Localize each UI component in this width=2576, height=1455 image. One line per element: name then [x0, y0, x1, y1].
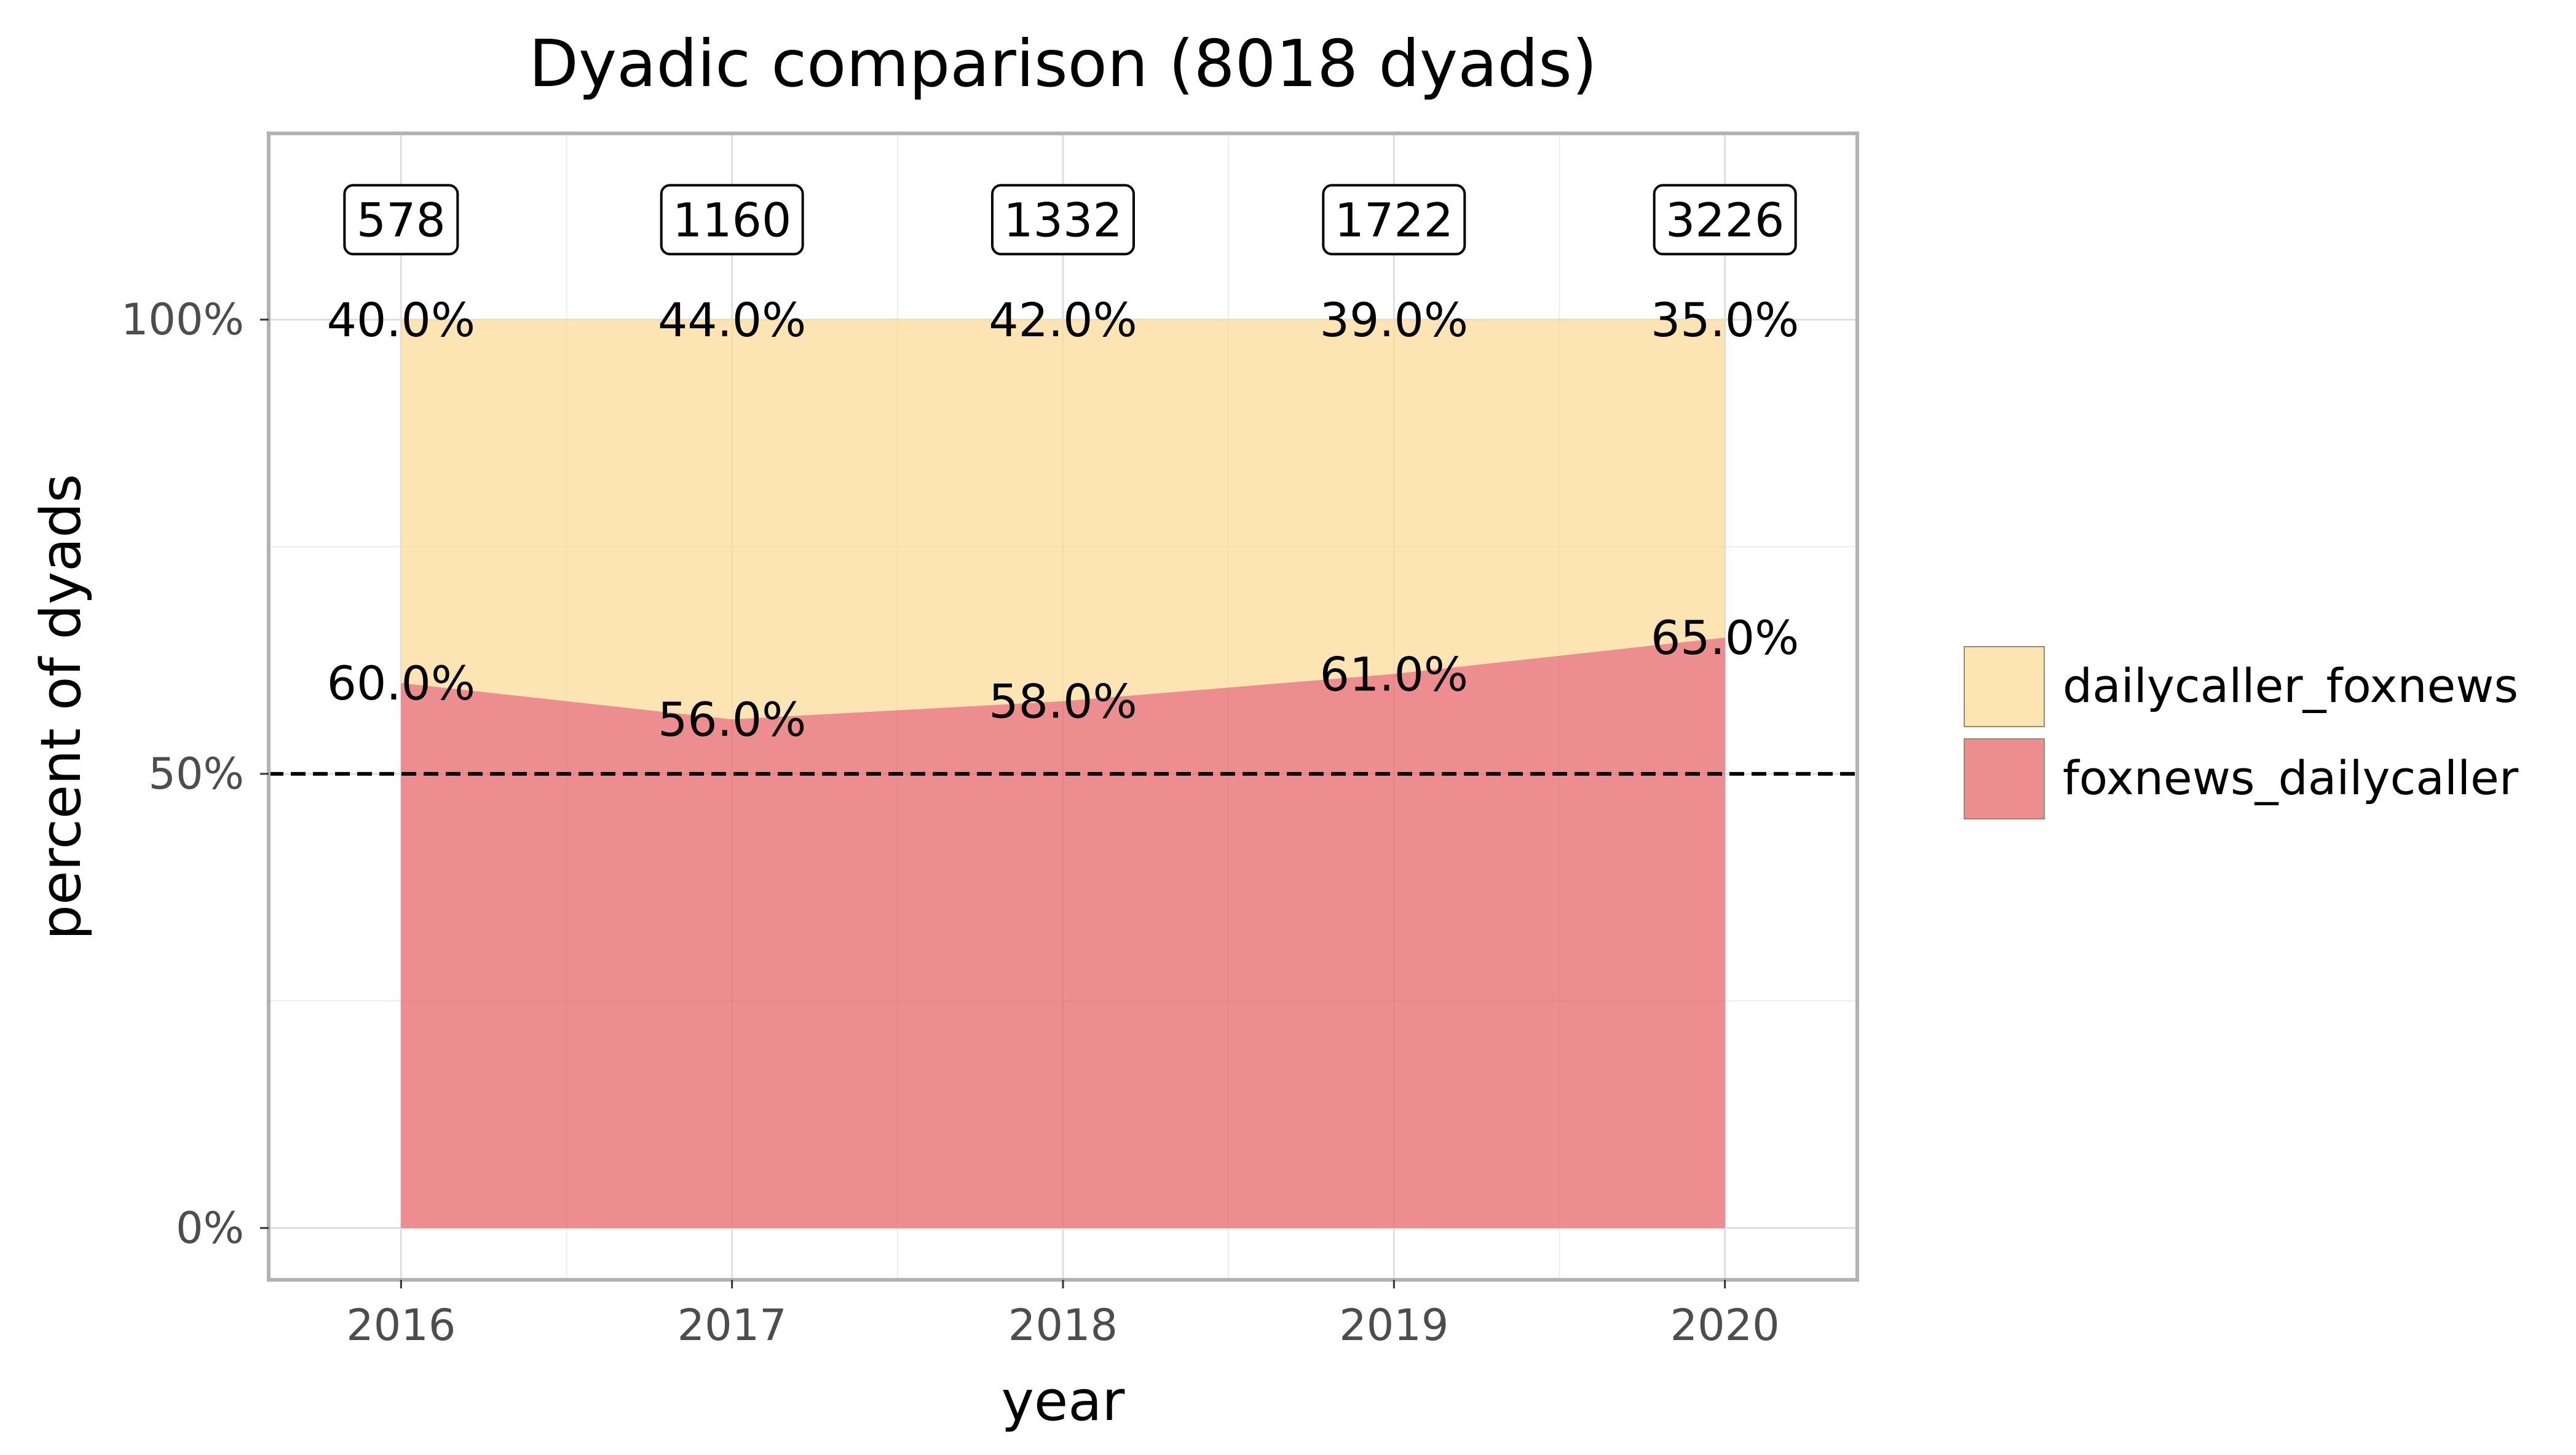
value-label: 61.0% — [1320, 647, 1468, 701]
legend-swatch — [1964, 738, 2045, 819]
x-tick-label: 2017 — [678, 1300, 787, 1351]
count-label: 578 — [343, 184, 459, 256]
count-text: 1722 — [1335, 192, 1453, 247]
x-tick-label: 2018 — [1008, 1300, 1118, 1351]
value-label: 35.0% — [1651, 293, 1799, 347]
count-text: 1160 — [673, 192, 791, 247]
area-dailycaller-foxnews — [401, 319, 1725, 720]
area-layer — [401, 319, 1725, 1228]
axis-ticks: 2016 2017 2018 2019 2020 0% 50% 100% — [121, 294, 1780, 1351]
x-tick-label: 2019 — [1339, 1300, 1448, 1351]
chart-title: Dyadic comparison (8018 dyads) — [529, 26, 1597, 101]
legend: dailycaller_foxnews foxnews_dailycaller — [1964, 646, 2519, 819]
legend-swatch — [1964, 646, 2045, 727]
count-label: 1332 — [991, 184, 1135, 256]
count-box — [1322, 184, 1466, 256]
count-text: 3226 — [1665, 192, 1784, 247]
x-axis-label: year — [1002, 1369, 1125, 1433]
count-box — [991, 184, 1135, 256]
legend-item: foxnews_dailycaller — [1964, 738, 2519, 819]
value-label: 65.0% — [1651, 610, 1799, 665]
count-box — [343, 184, 459, 256]
count-labels: 578 1160 1332 1722 3226 — [343, 184, 1797, 256]
value-label: 42.0% — [989, 293, 1137, 347]
y-tick-label: 0% — [176, 1203, 244, 1253]
count-box — [660, 184, 804, 256]
count-label: 1160 — [660, 184, 804, 256]
y-tick-label: 50% — [148, 749, 244, 799]
legend-label: dailycaller_foxnews — [2063, 658, 2518, 713]
value-label: 56.0% — [658, 692, 806, 747]
value-label: 44.0% — [658, 293, 806, 347]
count-text: 578 — [357, 192, 446, 247]
x-tick-label: 2020 — [1670, 1300, 1780, 1351]
area-foxnews-dailycaller — [401, 637, 1725, 1228]
count-label: 1722 — [1322, 184, 1466, 256]
value-label: 58.0% — [989, 674, 1137, 729]
legend-item: dailycaller_foxnews — [1964, 646, 2518, 727]
value-label: 40.0% — [327, 293, 475, 347]
y-axis-label: percent of dyads — [29, 474, 93, 940]
value-label: 60.0% — [327, 656, 475, 711]
x-tick-label: 2016 — [346, 1300, 456, 1351]
count-label: 3226 — [1653, 184, 1797, 256]
legend-label: foxnews_dailycaller — [2063, 751, 2519, 805]
value-label: 39.0% — [1320, 293, 1468, 347]
y-tick-label: 100% — [121, 294, 244, 345]
count-text: 1332 — [1003, 192, 1122, 247]
value-labels: 60.0% 56.0% 58.0% 61.0% 65.0% 40.0% 44.0% 42.0%… — [327, 293, 1800, 747]
count-box — [1653, 184, 1797, 256]
